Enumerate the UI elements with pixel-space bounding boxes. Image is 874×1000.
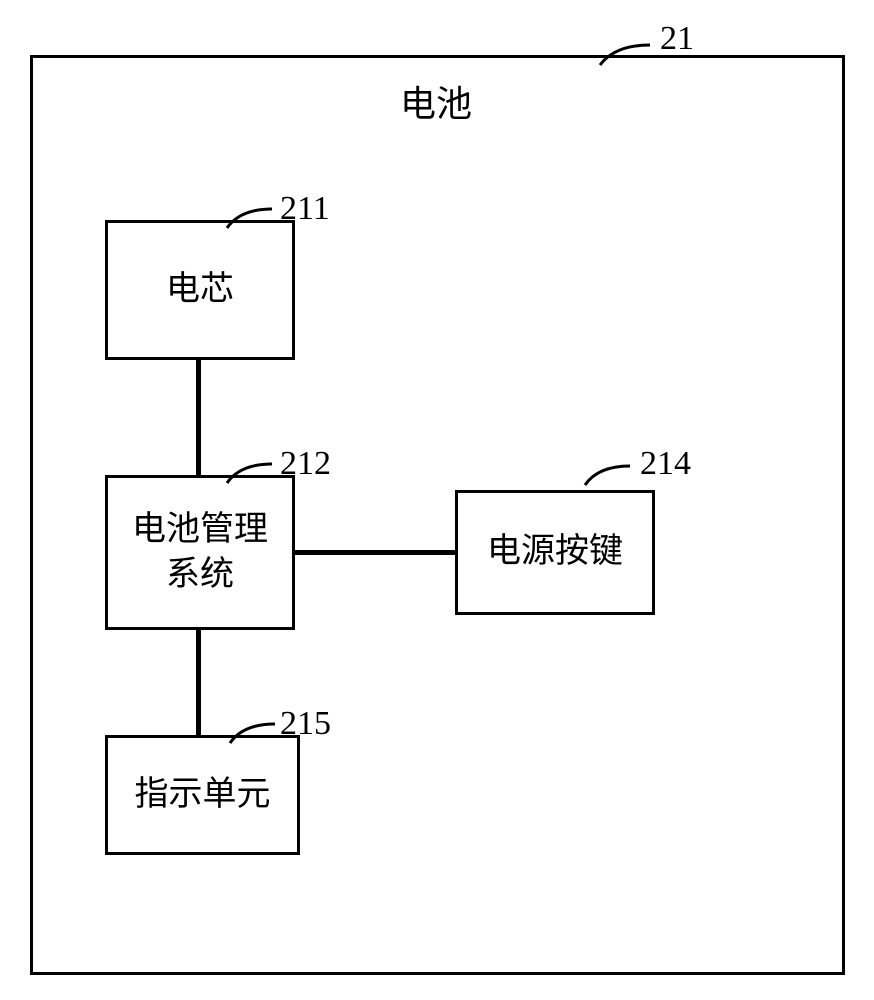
bms-label: 电池管理 系统 — [132, 508, 268, 596]
edge-cell-bms — [196, 360, 201, 475]
ref-21: 21 — [660, 20, 694, 58]
cell-label: 电芯 — [166, 268, 234, 312]
leader-211 — [222, 205, 277, 233]
bms-box: 电池管理 系统 — [105, 475, 295, 630]
indicator-label: 指示单元 — [135, 773, 271, 817]
ref-214: 214 — [640, 445, 691, 483]
indicator-box: 指示单元 — [105, 735, 300, 855]
edge-bms-powerbtn — [295, 550, 455, 555]
edge-bms-indicator — [196, 630, 201, 735]
battery-title: 电池 — [400, 75, 472, 127]
ref-212: 212 — [280, 445, 331, 483]
leader-214 — [580, 462, 635, 490]
cell-box: 电芯 — [105, 220, 295, 360]
ref-211: 211 — [280, 190, 330, 228]
power-button-label: 电源按键 — [487, 530, 623, 574]
leader-212 — [222, 460, 277, 488]
power-button-box: 电源按键 — [455, 490, 655, 615]
ref-215: 215 — [280, 705, 331, 743]
leader-21 — [595, 40, 655, 70]
leader-215 — [225, 720, 280, 748]
